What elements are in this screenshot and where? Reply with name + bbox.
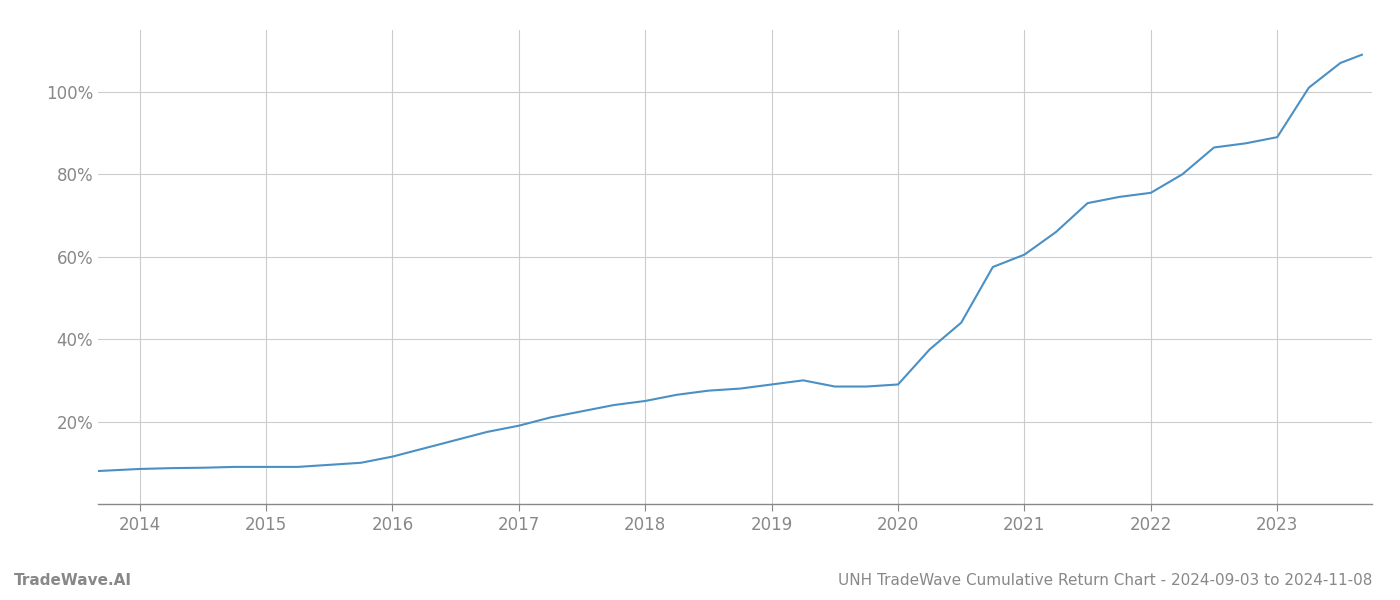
Text: TradeWave.AI: TradeWave.AI xyxy=(14,573,132,588)
Text: UNH TradeWave Cumulative Return Chart - 2024-09-03 to 2024-11-08: UNH TradeWave Cumulative Return Chart - … xyxy=(837,573,1372,588)
